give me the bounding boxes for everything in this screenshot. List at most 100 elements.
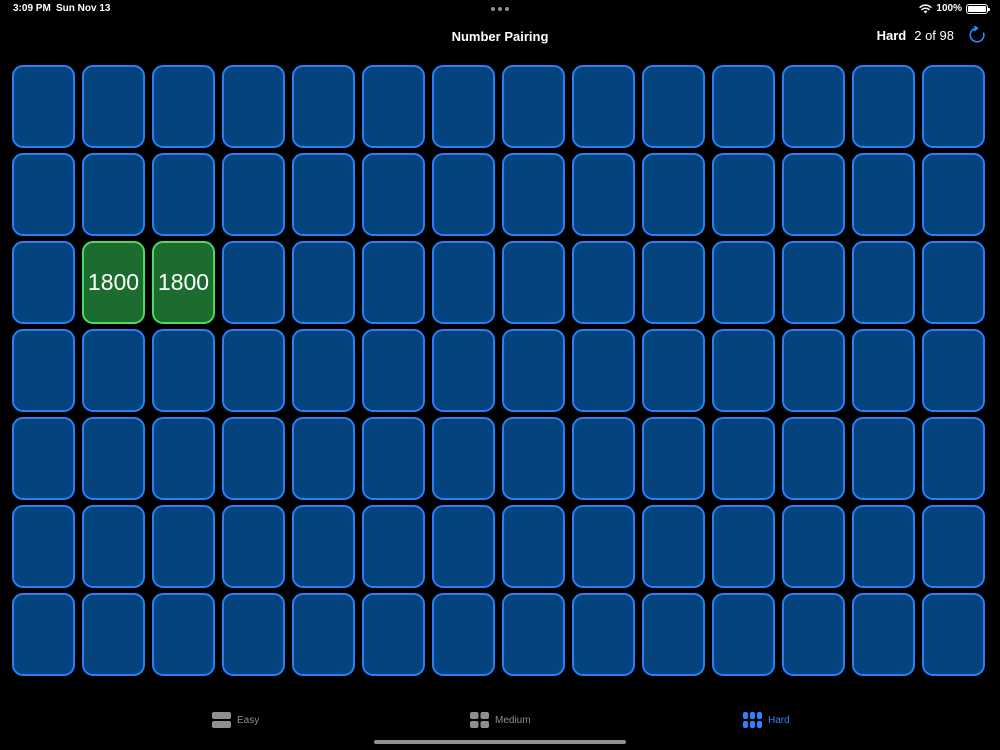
card-hidden[interactable] [432, 417, 495, 500]
card-hidden[interactable] [502, 65, 565, 148]
card-hidden[interactable] [292, 505, 355, 588]
card-hidden[interactable] [922, 417, 985, 500]
card-hidden[interactable] [572, 417, 635, 500]
card-hidden[interactable] [642, 241, 705, 324]
card-hidden[interactable] [712, 417, 775, 500]
card-hidden[interactable] [432, 505, 495, 588]
card-hidden[interactable] [852, 593, 915, 676]
card-hidden[interactable] [782, 593, 845, 676]
card-hidden[interactable] [572, 329, 635, 412]
card-hidden[interactable] [292, 593, 355, 676]
card-hidden[interactable] [292, 241, 355, 324]
card-hidden[interactable] [222, 65, 285, 148]
tab-hard[interactable]: Hard [743, 712, 790, 728]
card-hidden[interactable] [712, 65, 775, 148]
card-hidden[interactable] [502, 329, 565, 412]
card-hidden[interactable] [82, 505, 145, 588]
card-hidden[interactable] [642, 593, 705, 676]
card-hidden[interactable] [712, 329, 775, 412]
card-hidden[interactable] [852, 153, 915, 236]
card-hidden[interactable] [712, 593, 775, 676]
card-hidden[interactable] [152, 65, 215, 148]
card-hidden[interactable] [782, 241, 845, 324]
card-hidden[interactable] [502, 241, 565, 324]
card-hidden[interactable] [82, 593, 145, 676]
card-hidden[interactable] [222, 329, 285, 412]
card-hidden[interactable] [572, 593, 635, 676]
card-hidden[interactable] [222, 153, 285, 236]
card-hidden[interactable] [82, 65, 145, 148]
multitasking-dots-icon[interactable] [491, 7, 509, 11]
card-hidden[interactable] [432, 153, 495, 236]
card-hidden[interactable] [152, 329, 215, 412]
card-hidden[interactable] [432, 329, 495, 412]
card-hidden[interactable] [292, 153, 355, 236]
card-hidden[interactable] [12, 65, 75, 148]
card-hidden[interactable] [12, 505, 75, 588]
card-hidden[interactable] [782, 65, 845, 148]
card-hidden[interactable] [362, 153, 425, 236]
card-hidden[interactable] [82, 329, 145, 412]
card-hidden[interactable] [922, 153, 985, 236]
card-hidden[interactable] [362, 417, 425, 500]
card-hidden[interactable] [152, 505, 215, 588]
card-hidden[interactable] [712, 241, 775, 324]
card-hidden[interactable] [852, 329, 915, 412]
card-hidden[interactable] [12, 329, 75, 412]
card-hidden[interactable] [852, 505, 915, 588]
card-hidden[interactable] [922, 329, 985, 412]
card-hidden[interactable] [362, 329, 425, 412]
card-hidden[interactable] [642, 329, 705, 412]
card-hidden[interactable] [432, 241, 495, 324]
card-hidden[interactable] [432, 65, 495, 148]
card-hidden[interactable] [292, 65, 355, 148]
card-hidden[interactable] [572, 241, 635, 324]
card-hidden[interactable] [572, 153, 635, 236]
card-hidden[interactable] [82, 417, 145, 500]
card-hidden[interactable] [782, 505, 845, 588]
card-hidden[interactable] [362, 65, 425, 148]
card-hidden[interactable] [502, 153, 565, 236]
card-hidden[interactable] [152, 417, 215, 500]
card-hidden[interactable] [362, 241, 425, 324]
card-hidden[interactable] [922, 241, 985, 324]
card-hidden[interactable] [502, 593, 565, 676]
card-hidden[interactable] [12, 593, 75, 676]
card-hidden[interactable] [642, 153, 705, 236]
card-hidden[interactable] [502, 417, 565, 500]
card-hidden[interactable] [292, 329, 355, 412]
card-hidden[interactable] [782, 417, 845, 500]
card-hidden[interactable] [222, 417, 285, 500]
card-hidden[interactable] [852, 65, 915, 148]
card-hidden[interactable] [502, 505, 565, 588]
card-hidden[interactable] [82, 153, 145, 236]
card-hidden[interactable] [922, 593, 985, 676]
tab-medium[interactable]: Medium [470, 712, 531, 728]
home-indicator[interactable] [374, 740, 626, 744]
card-hidden[interactable] [922, 65, 985, 148]
card-hidden[interactable] [12, 417, 75, 500]
card-hidden[interactable] [222, 241, 285, 324]
card-hidden[interactable] [292, 417, 355, 500]
card-hidden[interactable] [782, 329, 845, 412]
card-hidden[interactable] [922, 505, 985, 588]
card-hidden[interactable] [782, 153, 845, 236]
card-hidden[interactable] [152, 153, 215, 236]
card-hidden[interactable] [362, 505, 425, 588]
card-hidden[interactable] [572, 505, 635, 588]
card-hidden[interactable] [222, 593, 285, 676]
card-hidden[interactable] [642, 65, 705, 148]
card-hidden[interactable] [12, 153, 75, 236]
card-hidden[interactable] [712, 153, 775, 236]
card-hidden[interactable] [12, 241, 75, 324]
card-hidden[interactable] [712, 505, 775, 588]
card-revealed[interactable]: 1800 [82, 241, 145, 324]
card-hidden[interactable] [852, 417, 915, 500]
tab-easy[interactable]: Easy [212, 712, 259, 728]
card-hidden[interactable] [642, 417, 705, 500]
card-hidden[interactable] [642, 505, 705, 588]
card-revealed[interactable]: 1800 [152, 241, 215, 324]
card-hidden[interactable] [362, 593, 425, 676]
card-hidden[interactable] [572, 65, 635, 148]
refresh-icon[interactable] [968, 26, 986, 44]
